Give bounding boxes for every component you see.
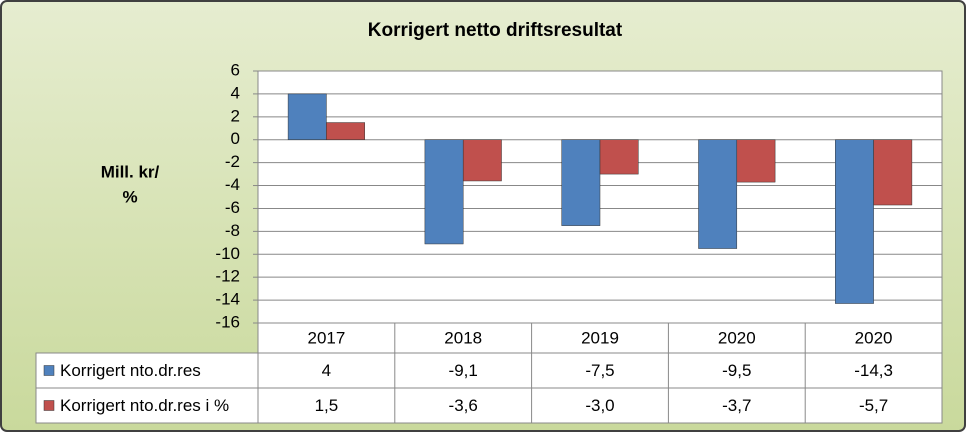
data-label: -5,7 bbox=[859, 396, 888, 415]
bar bbox=[599, 139, 639, 175]
data-label: -3,7 bbox=[722, 396, 751, 415]
y-tick-label: 6 bbox=[231, 60, 240, 79]
data-label: -3,6 bbox=[449, 396, 478, 415]
bar bbox=[326, 122, 365, 140]
bar bbox=[287, 93, 327, 140]
y-tick-label: -8 bbox=[225, 221, 240, 240]
x-tick-label: 2019 bbox=[581, 328, 619, 347]
chart-title: Korrigert netto driftsresultat bbox=[368, 20, 623, 41]
x-tick-label: 2020 bbox=[855, 328, 893, 347]
y-tick-label: 4 bbox=[231, 83, 240, 102]
bar bbox=[698, 139, 738, 249]
bar bbox=[561, 139, 601, 226]
bar bbox=[462, 139, 502, 182]
y-axis-title: Mill. kr/ bbox=[101, 162, 160, 181]
data-label: -7,5 bbox=[585, 361, 614, 380]
bar bbox=[873, 139, 913, 206]
y-tick-label: -14 bbox=[215, 290, 240, 309]
bar bbox=[424, 139, 464, 245]
x-tick-label: 2018 bbox=[444, 328, 482, 347]
legend-label: Korrigert nto.dr.res bbox=[60, 361, 201, 380]
y-tick-label: 2 bbox=[231, 106, 240, 125]
y-tick-label: -10 bbox=[215, 244, 240, 263]
data-label: -3,0 bbox=[585, 396, 614, 415]
y-tick-label: -12 bbox=[215, 267, 240, 286]
y-tick-label: -16 bbox=[215, 312, 240, 331]
data-label: -9,1 bbox=[449, 361, 478, 380]
legend-swatch bbox=[43, 400, 55, 411]
y-tick-label: -4 bbox=[225, 175, 240, 194]
data-table bbox=[257, 322, 943, 424]
legend-swatch bbox=[43, 365, 55, 376]
y-tick-label: -2 bbox=[225, 152, 240, 171]
y-tick-label: 0 bbox=[231, 129, 240, 148]
y-tick-label: -6 bbox=[225, 198, 240, 217]
data-label: -14,3 bbox=[854, 361, 893, 380]
bar bbox=[736, 139, 776, 183]
x-tick-label: 2020 bbox=[718, 328, 756, 347]
bar bbox=[835, 139, 874, 304]
data-label: -9,5 bbox=[722, 361, 751, 380]
legend-label: Korrigert nto.dr.res i % bbox=[60, 396, 229, 415]
data-label: 1,5 bbox=[315, 396, 339, 415]
x-tick-label: 2017 bbox=[307, 328, 345, 347]
y-axis-title: % bbox=[122, 187, 137, 206]
data-label: 4 bbox=[322, 361, 331, 380]
